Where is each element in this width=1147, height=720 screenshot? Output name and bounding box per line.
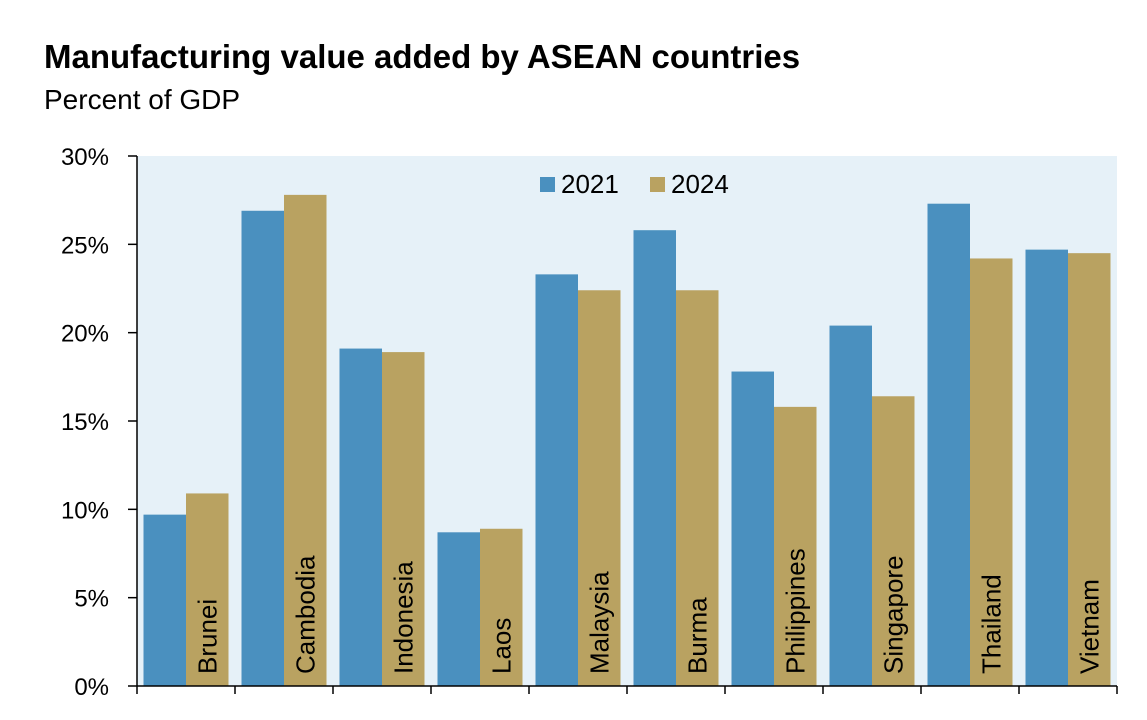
chart-subtitle: Percent of GDP <box>44 84 241 115</box>
bar-2021-brunei <box>143 514 186 686</box>
category-label-vietnam: Vietnam <box>1074 579 1104 674</box>
bar-2024-burma <box>676 290 719 686</box>
y-tick-label: 5% <box>74 586 109 613</box>
bar-2024-philippines <box>774 406 817 686</box>
category-labels: Brunei Cambodia Indonesia Laos Malaysia Burma… <box>192 548 1104 674</box>
bar-2024-singapore <box>872 396 915 686</box>
bar-2024-laos <box>480 528 523 686</box>
bar-2021-indonesia <box>339 348 382 686</box>
legend: 2021 2024 <box>540 169 729 199</box>
bar-2021-laos <box>437 532 480 686</box>
legend-swatch-2024 <box>650 177 665 192</box>
category-label-brunei: Brunei <box>192 599 222 674</box>
category-label-singapore: Singapore <box>878 555 908 674</box>
category-label-philippines: Philippines <box>780 548 810 674</box>
bar-2021-burma <box>633 230 676 686</box>
y-tick-label: 20% <box>61 321 109 348</box>
bar-2024-brunei <box>186 493 229 686</box>
legend-label-2021: 2021 <box>561 169 619 199</box>
bar-2021-vietnam <box>1025 249 1068 686</box>
category-label-burma: Burma <box>682 597 712 674</box>
category-label-indonesia: Indonesia <box>388 561 418 674</box>
bars-group <box>143 194 1111 686</box>
axes-group: 0% 5% 10% 15% 20% 25% 30% <box>61 144 1118 701</box>
category-label-cambodia: Cambodia <box>290 555 320 674</box>
y-tick-label: 15% <box>61 409 109 436</box>
y-tick-label: 30% <box>61 144 109 171</box>
category-label-malaysia: Malaysia <box>584 571 614 674</box>
y-tick-label: 25% <box>61 232 109 259</box>
bar-2021-thailand <box>927 203 970 686</box>
category-label-thailand: Thailand <box>976 574 1006 674</box>
category-label-laos: Laos <box>486 618 516 674</box>
legend-swatch-2021 <box>540 177 555 192</box>
bar-2024-cambodia <box>284 194 327 686</box>
bar-2024-indonesia <box>382 352 425 686</box>
bar-2021-cambodia <box>241 210 284 686</box>
bar-2024-thailand <box>970 258 1013 686</box>
bar-2024-malaysia <box>578 290 621 686</box>
bar-2021-singapore <box>829 325 872 686</box>
bar-2024-vietnam <box>1068 253 1111 686</box>
bar-2021-philippines <box>731 371 774 686</box>
y-tick-label: 10% <box>61 497 109 524</box>
y-tick-label: 0% <box>74 674 109 701</box>
bar-2021-malaysia <box>535 274 578 686</box>
legend-label-2024: 2024 <box>671 169 729 199</box>
chart-title: Manufacturing value added by ASEAN count… <box>44 38 801 75</box>
